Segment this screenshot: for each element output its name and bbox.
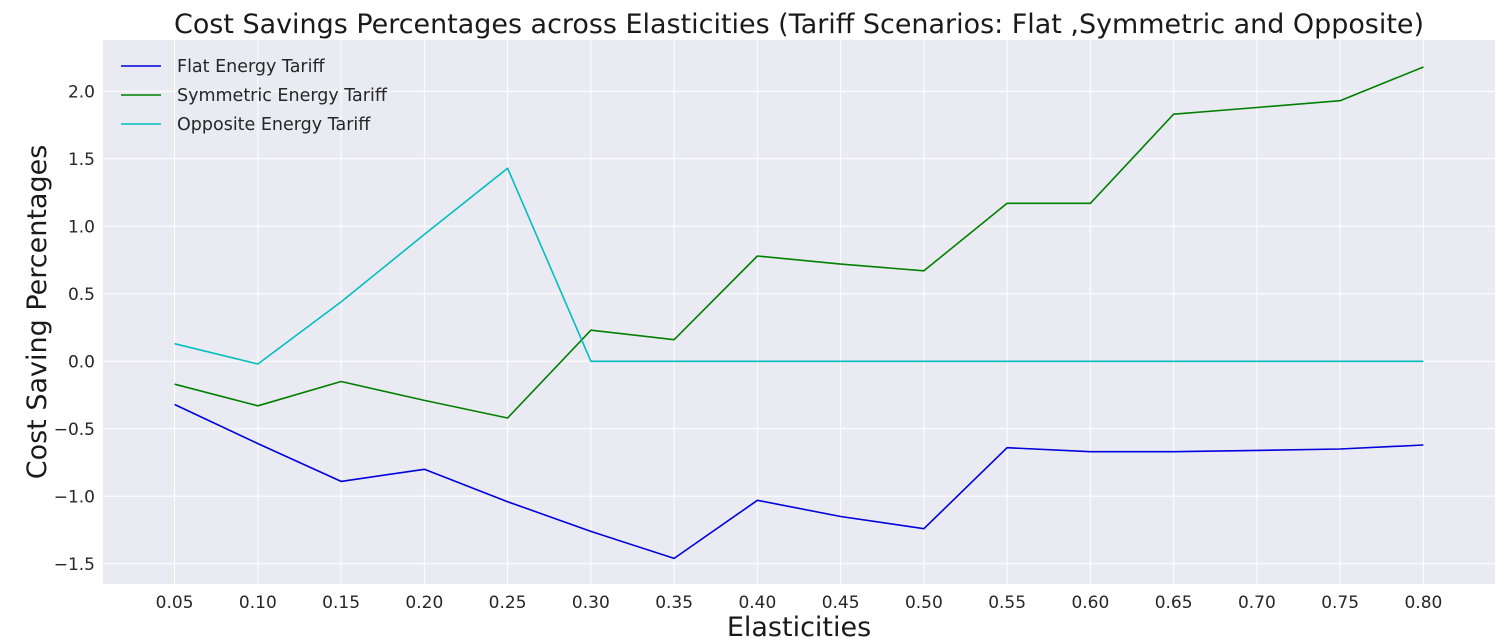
x-tick-label: 0.10 xyxy=(239,593,277,613)
y-tick-label: 2.0 xyxy=(68,82,95,102)
x-tick-label: 0.55 xyxy=(988,593,1026,613)
series-layer xyxy=(174,66,1424,560)
legend-label: Symmetric Energy Tariff xyxy=(177,86,388,106)
x-tick-label: 0.80 xyxy=(1404,593,1442,613)
x-tick-labels: 0.05 0.10 0.15 0.20 0.25 0.30 0.35 0.40 0.45 0.50… xyxy=(156,593,1443,613)
x-tick-label: 0.65 xyxy=(1155,593,1193,613)
x-tick-label: 0.20 xyxy=(405,593,443,613)
chart-title: Cost Savings Percentages across Elastici… xyxy=(174,9,1424,40)
x-tick-label: 0.30 xyxy=(572,593,610,613)
series-line xyxy=(174,66,1424,419)
x-tick-label: 0.60 xyxy=(1071,593,1109,613)
y-tick-label: 0.0 xyxy=(68,352,95,372)
y-axis-label: Cost Saving Percentages xyxy=(22,145,53,480)
series-line xyxy=(174,403,1424,560)
x-tick-label: 0.35 xyxy=(655,593,693,613)
x-tick-label: 0.50 xyxy=(905,593,943,613)
x-axis-label: Elasticities xyxy=(727,612,871,643)
y-tick-label: 1.5 xyxy=(68,150,95,170)
legend: Flat Energy Tariff Symmetric Energy Tarif… xyxy=(121,57,388,135)
legend-label: Opposite Energy Tariff xyxy=(177,115,371,135)
x-tick-label: 0.05 xyxy=(156,593,194,613)
y-tick-label: 0.5 xyxy=(68,285,95,305)
plot-area xyxy=(103,40,1495,584)
x-tick-label: 0.75 xyxy=(1321,593,1359,613)
y-tick-labels: −1.5 −1.0 −0.5 0.0 0.5 1.0 1.5 2.0 xyxy=(54,82,95,574)
x-tick-label: 0.40 xyxy=(738,593,776,613)
y-tick-label: −1.0 xyxy=(54,487,95,507)
x-tick-label: 0.25 xyxy=(489,593,527,613)
y-tick-label: −0.5 xyxy=(54,420,95,440)
y-tick-label: −1.5 xyxy=(54,555,95,575)
x-tick-label: 0.45 xyxy=(822,593,860,613)
x-tick-label: 0.15 xyxy=(322,593,360,613)
y-tick-label: 1.0 xyxy=(68,217,95,237)
series-line xyxy=(174,167,1424,365)
legend-label: Flat Energy Tariff xyxy=(177,57,325,77)
x-tick-label: 0.70 xyxy=(1238,593,1276,613)
